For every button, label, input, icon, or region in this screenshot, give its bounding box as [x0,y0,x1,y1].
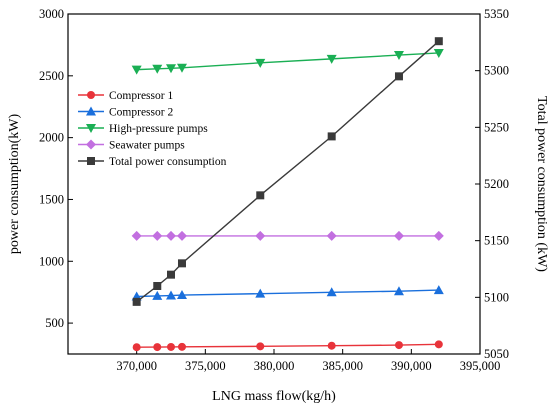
data-point-total-power-consumption [132,297,141,306]
data-point-compressor-2 [152,290,163,300]
series-seawater-pumps [131,230,444,241]
legend-item-high-pressure-pumps: High-pressure pumps [78,123,208,135]
legend-label: Total power consumption [109,156,227,168]
y-right-tick-label: 5150 [484,234,509,248]
series-total-power-consumption [132,37,443,306]
legend-item-compressor-2: Compressor 2 [78,106,173,119]
legend-label: Compressor 1 [109,90,173,102]
data-point-compressor-2 [393,286,404,296]
legend-marker [86,124,96,133]
data-point-total-power-consumption [394,72,403,81]
data-point-seawater-pumps [255,230,266,241]
data-point-total-power-consumption [256,191,265,200]
data-point-compressor-1 [167,342,175,351]
data-point-high-pressure-pumps [152,64,163,74]
data-point-compressor-2 [433,285,444,295]
x-tick-label: 380,000 [254,359,295,373]
x-axis-title: LNG mass flow(kg/h) [212,389,336,404]
x-axis-ticks: 370,000 375,000 380,000 385,000 390,000 395,0… [116,349,500,373]
x-tick-label: 390,000 [391,359,432,373]
y-left-tick-label: 3000 [39,7,64,21]
x-tick-label: 370,000 [116,359,157,373]
y-right-tick-label: 5250 [484,120,509,134]
y-left-tick-label: 1500 [39,192,64,206]
data-point-compressor-1 [177,342,186,351]
legend-item-compressor-1: Compressor 1 [78,90,173,102]
x-tick-label: 395,000 [460,359,501,373]
x-tick-label: 375,000 [185,359,226,373]
data-point-compressor-2 [326,287,337,297]
data-point-total-power-consumption [177,259,186,268]
data-point-compressor-1 [327,341,336,350]
y-right-tick-label: 5100 [484,290,509,304]
data-point-compressor-1 [153,343,162,352]
data-point-compressor-2 [255,288,266,298]
data-point-seawater-pumps [326,230,337,241]
legend: Compressor 1 Compressor 2 High-pressure pu… [78,90,227,168]
data-point-seawater-pumps [176,230,187,241]
y-right-tick-label: 5300 [484,64,509,78]
data-point-high-pressure-pumps [176,63,187,73]
legend-marker [86,139,96,150]
data-point-seawater-pumps [393,230,404,241]
y-right-tick-label: 5200 [484,177,509,191]
y-left-tick-label: 1000 [39,254,64,268]
y-left-axis-title: power consumption(kW) [7,113,22,254]
y-left-tick-label: 2500 [39,69,64,83]
data-point-compressor-1 [394,341,403,350]
legend-marker [87,91,95,99]
series-compressor-2 [131,285,444,301]
data-point-compressor-1 [434,340,443,349]
data-point-seawater-pumps [152,230,163,241]
series-layer [131,37,444,352]
legend-label: Compressor 2 [109,107,173,119]
data-point-compressor-1 [132,343,141,352]
legend-item-total-power-consumption: Total power consumption [78,156,227,168]
y-left-axis-ticks: 500 1000 1500 2000 2500 3000 [39,7,73,330]
series-high-pressure-pumps [131,48,444,75]
y-left-tick-label: 2000 [39,131,64,145]
data-point-seawater-pumps [166,230,176,241]
data-point-high-pressure-pumps [326,54,337,64]
data-point-high-pressure-pumps [131,65,142,75]
data-point-total-power-consumption [153,282,162,290]
legend-item-seawater-pumps: Seawater pumps [78,139,185,152]
data-point-high-pressure-pumps [255,58,266,68]
y-right-axis-ticks: 5050 5100 5150 5200 5250 5300 5350 [475,7,509,361]
y-right-tick-label: 5050 [484,347,509,361]
legend-marker [87,157,95,165]
legend-label: High-pressure pumps [109,123,208,135]
data-point-total-power-consumption [167,270,175,279]
data-point-seawater-pumps [131,230,142,241]
legend-label: Seawater pumps [109,140,185,152]
y-left-tick-label: 500 [45,316,64,330]
x-tick-label: 385,000 [322,359,363,373]
series-compressor-1 [132,340,443,352]
data-point-total-power-consumption [327,132,336,141]
legend-marker [86,106,96,116]
y-right-axis-title: Total power consumption (kW) [534,96,549,272]
data-point-total-power-consumption [434,37,443,46]
data-point-compressor-2 [166,290,176,300]
data-point-high-pressure-pumps [393,51,404,61]
data-point-high-pressure-pumps [433,48,444,58]
data-point-seawater-pumps [433,230,444,241]
data-point-compressor-2 [176,290,187,300]
data-point-compressor-1 [256,342,265,351]
y-right-tick-label: 5350 [484,7,509,21]
data-point-high-pressure-pumps [166,64,176,74]
